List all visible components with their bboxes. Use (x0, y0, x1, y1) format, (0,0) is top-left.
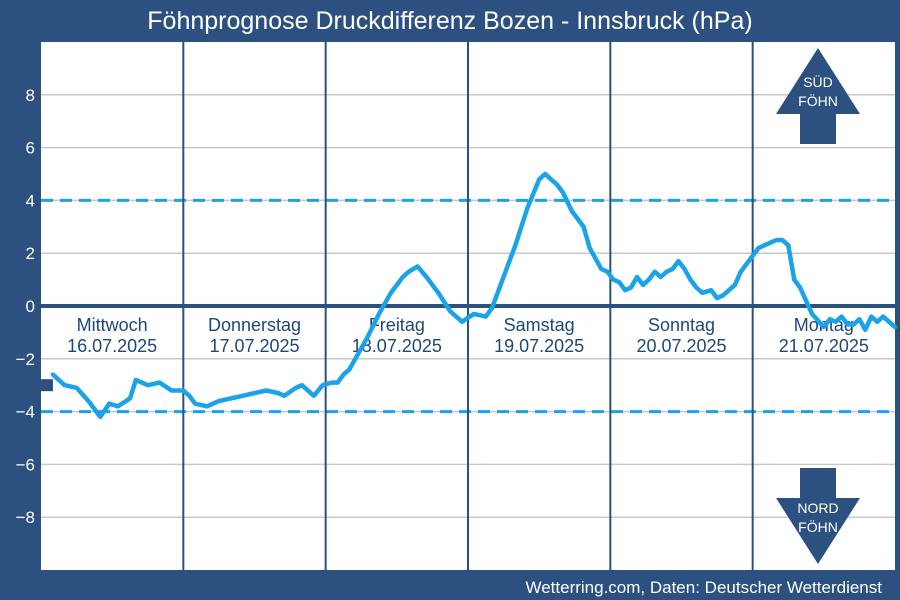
foehn-arrow-label: FÖHN (798, 518, 838, 535)
day-name-label: Mittwoch (77, 315, 148, 335)
current-time-marker (40, 379, 53, 392)
y-tick-label: 6 (26, 139, 35, 158)
source-credit: Wetterring.com, Daten: Deutscher Wetterd… (525, 578, 882, 597)
chart-title: Föhnprognose Druckdifferenz Bozen - Inns… (147, 7, 753, 35)
series-group (40, 171, 898, 420)
y-tick-label: −6 (16, 455, 35, 474)
series-line (50, 171, 898, 420)
y-tick-label: 8 (26, 86, 35, 105)
foehn-arrow-label: SÜD (803, 73, 833, 90)
y-tick-label: −8 (16, 508, 35, 527)
day-name-label: Sonntag (648, 315, 715, 335)
day-name-label: Freitag (369, 315, 425, 335)
foehn-arrows: SÜD FÖHN NORD FÖHN (776, 48, 860, 564)
nord-foehn-arrow-icon (776, 468, 860, 564)
sued-foehn-arrow-icon (776, 48, 860, 144)
y-tick-label: 2 (26, 244, 35, 263)
day-date-label: 17.07.2025 (209, 336, 299, 356)
y-tick-label: 4 (26, 191, 35, 210)
day-date-label: 20.07.2025 (636, 336, 726, 356)
y-tick-label: −4 (16, 403, 35, 422)
y-tick-label: 0 (26, 297, 35, 316)
day-date-label: 16.07.2025 (67, 336, 157, 356)
day-date-label: 19.07.2025 (494, 336, 584, 356)
day-name-label: Samstag (504, 315, 575, 335)
day-date-label: 21.07.2025 (779, 336, 869, 356)
day-date-label: 18.07.2025 (352, 336, 442, 356)
foehn-arrow-label: NORD (797, 500, 838, 516)
y-axis-ticks: 8 6 4 2 0 −2 −4 −6 −8 (16, 86, 35, 527)
y-tick-label: −2 (16, 350, 35, 369)
foehn-arrow-label: FÖHN (798, 92, 838, 109)
day-name-label: Donnerstag (208, 315, 301, 335)
